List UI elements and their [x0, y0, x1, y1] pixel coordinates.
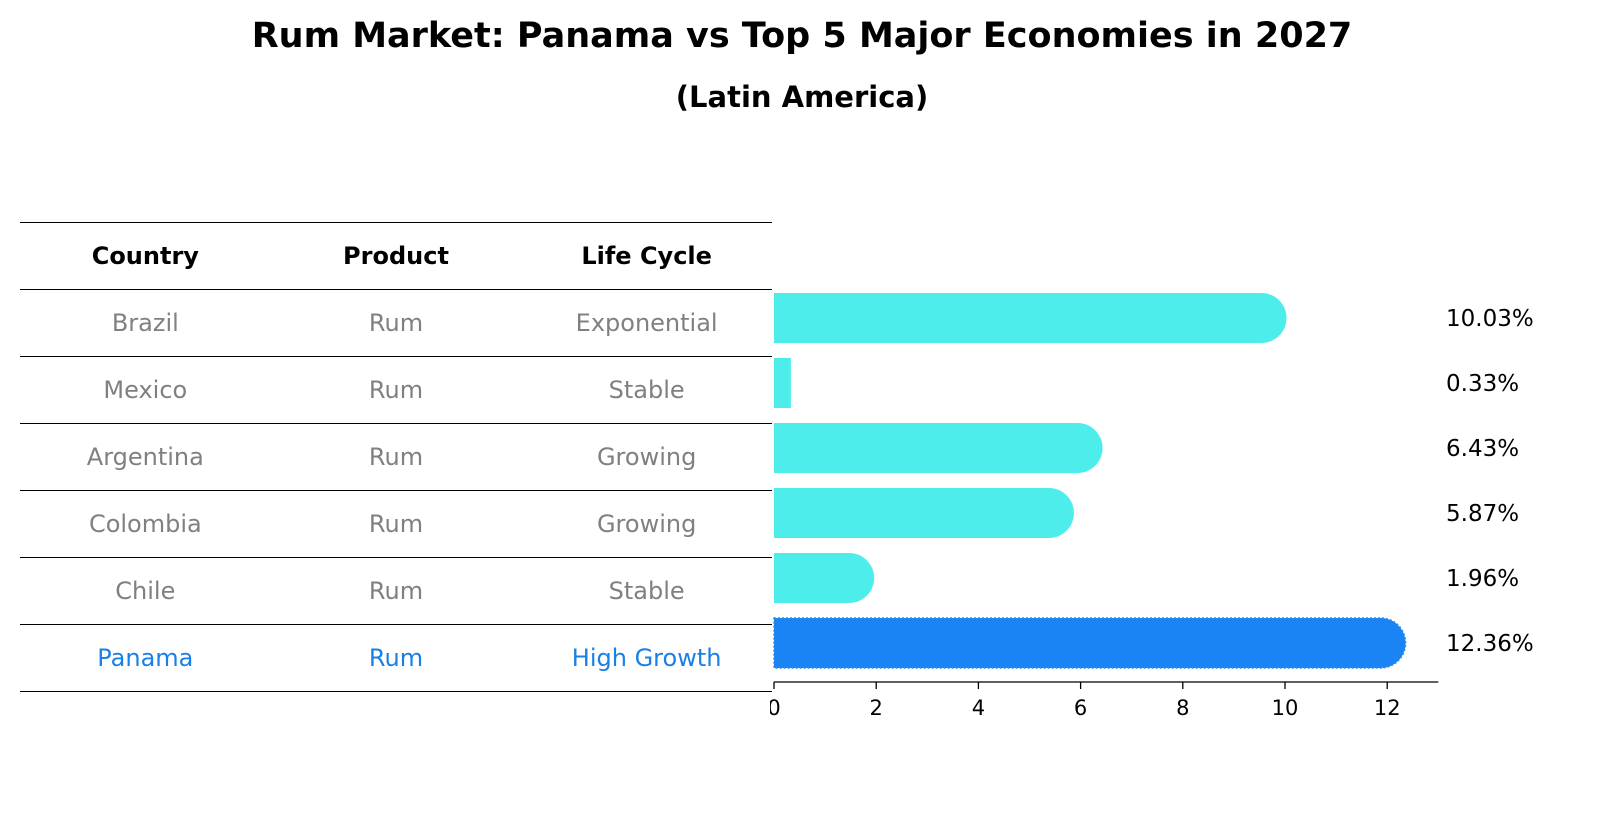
table-row: Chile Rum Stable — [20, 557, 772, 624]
header-life-cycle: Life Cycle — [581, 242, 712, 270]
table-row-highlight: Panama Rum High Growth — [20, 624, 772, 692]
cell-country: Chile — [115, 577, 176, 605]
cell-life-cycle: Stable — [608, 577, 685, 605]
x-tick-label: 4 — [972, 696, 985, 720]
cell-life-cycle: Exponential — [575, 309, 718, 337]
cell-life-cycle: Stable — [608, 376, 685, 404]
cell-product: Rum — [368, 510, 424, 538]
cell-product: Rum — [368, 443, 424, 471]
x-tick-label: 6 — [1074, 696, 1087, 720]
chart-subtitle: (Latin America) — [675, 80, 929, 114]
cell-product: Rum — [368, 376, 424, 404]
bar-chile — [774, 553, 875, 603]
value-label-mexico: 0.33% — [1446, 371, 1519, 397]
value-label-colombia: 5.87% — [1446, 501, 1519, 527]
table-row: Colombia Rum Growing — [20, 490, 772, 557]
header-country: Country — [91, 242, 199, 270]
cell-product: Rum — [368, 644, 424, 672]
bar-argentina — [774, 423, 1103, 473]
cell-country: Colombia — [88, 510, 202, 538]
cell-country: Brazil — [111, 309, 179, 337]
value-label-argentina: 6.43% — [1446, 436, 1519, 462]
bar-mexico — [774, 358, 791, 408]
cell-life-cycle: Growing — [596, 510, 697, 538]
header-product: Product — [343, 242, 449, 270]
bar-chart: 10.03% 0.33% 6.43% 5.87% 1.96% 12.36% 0 2 4 6 8 10 1… — [770, 293, 1534, 720]
table-header-row: Country Product Life Cycle — [20, 222, 772, 289]
value-label-brazil: 10.03% — [1446, 306, 1534, 332]
table-row: Mexico Rum Stable — [20, 356, 772, 423]
x-tick-label: 12 — [1374, 696, 1401, 720]
chart-title: Rum Market: Panama vs Top 5 Major Econom… — [251, 16, 1353, 56]
cell-country: Argentina — [86, 443, 204, 471]
table-row: Argentina Rum Growing — [20, 423, 772, 490]
cell-life-cycle: Growing — [596, 443, 697, 471]
cell-product: Rum — [368, 577, 424, 605]
bar-colombia — [774, 488, 1074, 538]
value-label-chile: 1.96% — [1446, 566, 1519, 592]
cell-product: Rum — [368, 309, 424, 337]
cell-country: Mexico — [103, 376, 188, 404]
bar-brazil — [774, 293, 1287, 343]
x-tick-label: 10 — [1272, 696, 1299, 720]
table-row: Brazil Rum Exponential — [20, 289, 772, 356]
x-tick-label: 8 — [1176, 696, 1189, 720]
data-table: Country Product Life Cycle Brazil Rum Ex… — [20, 222, 772, 692]
bar-panama — [773, 617, 1407, 669]
value-label-panama: 12.36% — [1446, 631, 1534, 657]
x-tick-label: 0 — [770, 696, 781, 720]
cell-life-cycle: High Growth — [571, 644, 722, 672]
cell-country: Panama — [97, 644, 194, 672]
x-tick-label: 2 — [870, 696, 883, 720]
